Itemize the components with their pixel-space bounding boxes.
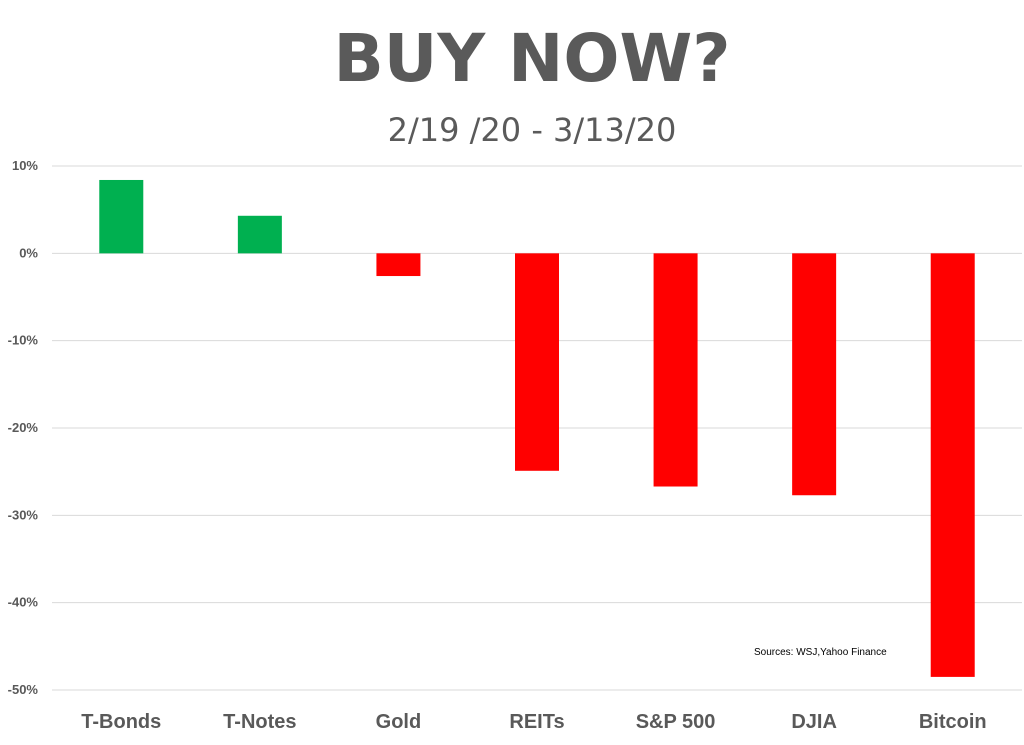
y-tick-label: -30% xyxy=(8,507,39,522)
y-tick-label: -50% xyxy=(8,682,39,697)
bar-s-p-500 xyxy=(653,253,698,487)
y-tick-label: -40% xyxy=(8,595,39,610)
y-tick-label: -20% xyxy=(8,420,39,435)
chart-title: BUY NOW? xyxy=(333,20,730,97)
x-tick-label: S&P 500 xyxy=(636,711,716,733)
y-tick-label: 0% xyxy=(19,245,38,260)
x-tick-label: DJIA xyxy=(791,711,837,733)
source-annotation: Sources: WSJ,Yahoo Finance xyxy=(754,647,887,658)
y-tick-label: -10% xyxy=(8,333,39,348)
bars xyxy=(99,179,975,677)
bar-gold xyxy=(376,253,421,277)
bar-reits xyxy=(515,253,559,471)
x-tick-label: T-Bonds xyxy=(81,711,161,733)
bar-bitcoin xyxy=(930,253,975,677)
bar-djia xyxy=(792,253,837,496)
bar-t-bonds xyxy=(99,179,144,254)
x-tick-label: T-Notes xyxy=(223,711,296,733)
x-tick-label: REITs xyxy=(509,711,564,733)
y-axis: 10% 0% -10% -20% -30% -40% -50% xyxy=(8,158,39,697)
x-tick-label: Bitcoin xyxy=(919,711,987,733)
bar-t-notes xyxy=(237,215,282,254)
x-tick-label: Gold xyxy=(376,711,422,733)
chart-subtitle: 2/19 /20 - 3/13/20 xyxy=(388,111,677,149)
x-axis: T-Bonds T-Notes Gold REITs S&P 500 DJIA Bitcoi… xyxy=(81,711,986,733)
y-tick-label: 10% xyxy=(12,158,38,173)
